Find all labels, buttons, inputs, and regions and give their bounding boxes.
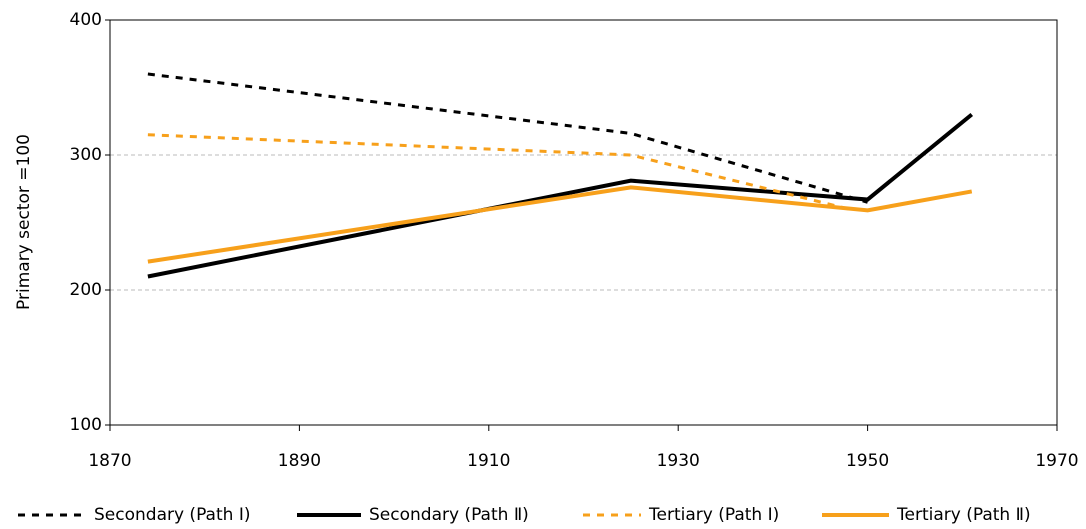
legend-label: Tertiary (Path Ⅱ) [896,505,1031,525]
y-tick-label: 300 [70,145,102,165]
x-tick-label: 1890 [278,451,321,471]
x-tick-label: 1910 [467,451,510,471]
y-tick-label: 100 [70,415,102,435]
x-tick-label: 1970 [1035,451,1078,471]
series-line [147,133,850,211]
series-line [147,72,869,204]
x-tick-label: 1870 [88,451,131,471]
legend-label: Secondary (Path Ⅱ) [369,505,529,525]
x-tick-label: 1930 [657,451,700,471]
legend-label: Secondary (Path Ⅰ) [94,505,250,525]
plot-frame [109,19,1058,426]
y-tick-label: 200 [70,280,102,300]
series-line [147,185,973,264]
series-line [147,112,974,279]
y-tick-label: 400 [70,10,102,30]
y-axis-label: Primary sector =100 [14,134,34,310]
x-tick-label: 1950 [846,451,889,471]
legend-label: Tertiary (Path Ⅰ) [648,505,779,525]
